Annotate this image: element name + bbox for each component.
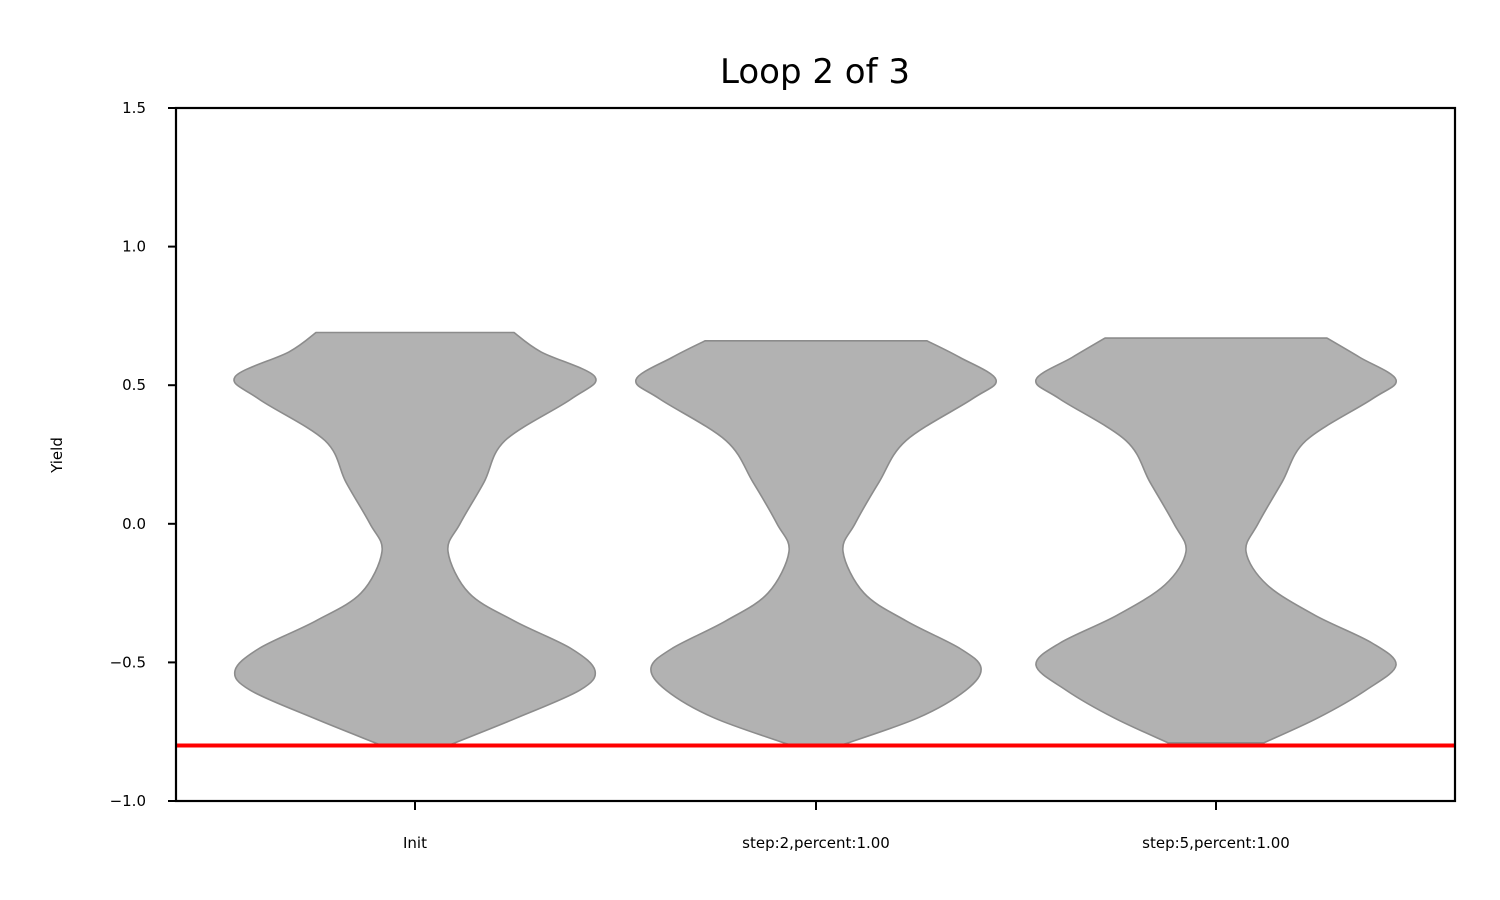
violin-1	[233, 331, 597, 747]
y-tick-label: −1.0	[110, 792, 146, 810]
y-tick-label: 1.0	[122, 238, 146, 256]
y-axis: 1.5 1.0 0.5 0.0 −0.5 −1.0	[110, 99, 176, 810]
violin-3	[1035, 337, 1397, 744]
y-tick-label: 1.5	[122, 99, 146, 117]
x-axis: Init step:2,percent:1.00 step:5,percent:1.…	[403, 801, 1290, 852]
y-tick-label: 0.0	[122, 515, 146, 533]
y-axis-label: Yield	[48, 437, 66, 474]
x-tick-label: step:5,percent:1.00	[1142, 834, 1290, 852]
violins-group	[233, 331, 1397, 747]
y-tick-label: 0.5	[122, 376, 146, 394]
violin-2	[635, 340, 997, 747]
chart-title: Loop 2 of 3	[720, 52, 910, 92]
y-tick-label: −0.5	[110, 653, 146, 671]
x-tick-label: step:2,percent:1.00	[742, 834, 890, 852]
x-tick-label: Init	[403, 834, 427, 852]
